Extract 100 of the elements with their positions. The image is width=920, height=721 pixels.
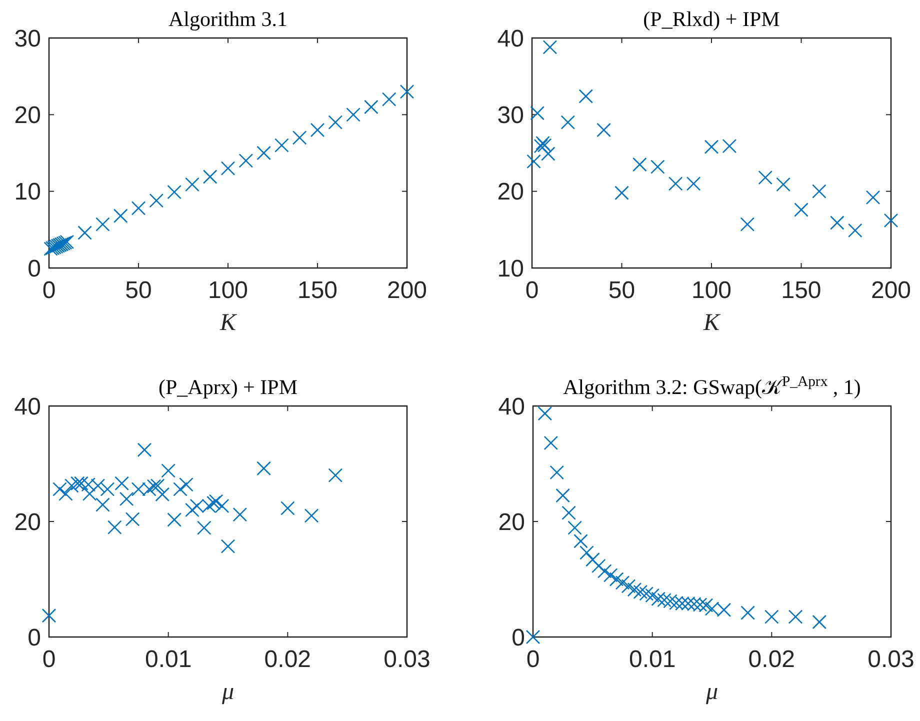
point <box>668 176 683 191</box>
point <box>650 160 665 174</box>
y-tick-label: 40 <box>498 393 525 420</box>
point <box>740 606 755 620</box>
x-tick-label: 100 <box>691 277 732 304</box>
point <box>274 138 289 152</box>
x-tick-label: 0.01 <box>144 646 192 673</box>
x-tick-label: 0.03 <box>384 646 430 673</box>
point <box>632 157 647 172</box>
point <box>812 614 827 630</box>
y-tick-label: 30 <box>497 102 524 130</box>
point <box>830 216 844 230</box>
point <box>107 520 122 534</box>
x-tick-label: 200 <box>870 277 912 304</box>
point <box>304 508 319 523</box>
chart-title: Algorithm 3.2: GSwap(𝒦$^{P_Aprx}$, 1) <box>563 374 861 399</box>
x-tick-label: 50 <box>125 277 152 304</box>
point <box>740 217 755 232</box>
point <box>722 138 737 154</box>
point <box>238 154 254 168</box>
chart-title: (P_Rlxd) + IPM <box>643 7 780 31</box>
point <box>538 406 552 421</box>
point <box>131 201 146 216</box>
y-tick-label: 20 <box>498 508 525 536</box>
y-tick-label: 20 <box>497 178 524 206</box>
point <box>633 584 648 600</box>
point <box>568 520 582 535</box>
point <box>202 170 218 184</box>
y-tick-label: 20 <box>14 102 41 130</box>
point <box>96 217 110 232</box>
point <box>150 478 165 493</box>
point <box>580 546 594 560</box>
point <box>292 130 307 145</box>
x-tick-label: 0.02 <box>264 646 312 673</box>
y-tick-label: 0 <box>28 624 41 652</box>
x-tick-label: 50 <box>608 277 636 304</box>
point <box>206 496 221 510</box>
point <box>794 202 808 217</box>
y-tick-label: 0 <box>512 624 525 652</box>
point <box>208 494 224 508</box>
x-tick-label: 200 <box>386 277 428 304</box>
point <box>866 190 880 205</box>
point <box>137 442 152 458</box>
point <box>848 223 862 238</box>
point <box>90 478 106 493</box>
point <box>542 40 558 54</box>
point <box>364 100 378 114</box>
point <box>280 501 295 516</box>
point <box>173 482 188 496</box>
chart-title: (P_Aprx) + IPM <box>158 375 298 399</box>
point <box>603 568 618 582</box>
x-axis-title: K <box>702 310 722 336</box>
x-axis-title: μ <box>704 679 718 705</box>
y-tick-label: 10 <box>14 178 41 206</box>
y-tick-label: 20 <box>14 508 41 536</box>
point <box>639 586 654 601</box>
x-axis-title: μ <box>220 679 234 705</box>
point <box>146 479 162 494</box>
point <box>534 138 548 154</box>
point <box>82 486 97 501</box>
point <box>96 498 110 512</box>
point <box>346 108 360 122</box>
point <box>42 608 56 623</box>
point <box>58 486 73 501</box>
point <box>586 552 600 567</box>
x-tick-label: 0.03 <box>868 646 914 673</box>
point <box>113 208 128 224</box>
point <box>179 477 194 492</box>
x-tick-label: 0.02 <box>748 646 796 673</box>
y-tick-label: 40 <box>497 25 524 52</box>
point <box>114 476 129 491</box>
point <box>550 465 564 480</box>
point <box>884 213 898 228</box>
point <box>562 506 576 520</box>
point <box>526 154 541 169</box>
point <box>764 610 779 624</box>
point <box>537 138 552 152</box>
point <box>530 106 545 120</box>
point <box>776 177 790 192</box>
point <box>185 177 200 192</box>
point <box>597 564 612 578</box>
point <box>256 461 271 476</box>
point <box>560 115 576 130</box>
point <box>64 478 79 493</box>
point <box>788 610 803 624</box>
point <box>161 464 176 478</box>
point <box>328 468 343 482</box>
point <box>78 226 92 240</box>
chart-title: Algorithm 3.1 <box>168 7 288 31</box>
y-tick-label: 40 <box>14 393 41 420</box>
point <box>812 184 826 198</box>
point <box>544 436 558 450</box>
point <box>758 170 772 185</box>
point <box>310 122 325 138</box>
y-tick-label: 30 <box>14 25 41 52</box>
point <box>704 140 719 154</box>
point <box>614 186 629 200</box>
point <box>596 122 611 138</box>
point <box>574 534 588 548</box>
point <box>609 572 624 586</box>
